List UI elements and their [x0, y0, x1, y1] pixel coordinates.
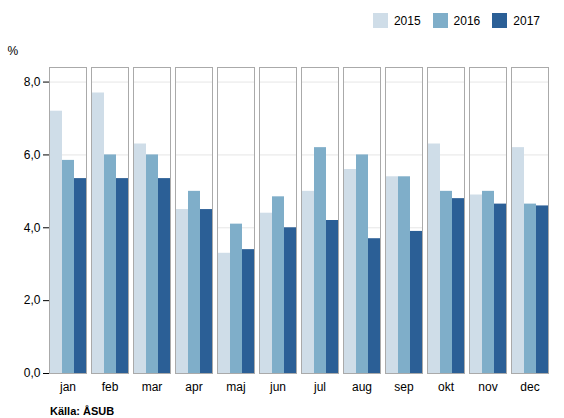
svg-text:0,0: 0,0 — [24, 366, 41, 380]
svg-text:mar: mar — [142, 380, 163, 394]
svg-text:jul: jul — [313, 380, 326, 394]
svg-text:%: % — [8, 44, 19, 58]
svg-text:feb: feb — [102, 380, 119, 394]
html-text:2015: 2015 — [393, 13, 421, 28]
svg-text:6,0: 6,0 — [24, 148, 41, 162]
svg-text:aug: aug — [352, 380, 372, 394]
svg-text:maj: maj — [226, 380, 245, 394]
svg-text:apr: apr — [185, 380, 202, 394]
svg-text:dec: dec — [520, 380, 539, 394]
html-text:2017: 2017 — [513, 13, 540, 28]
svg-text:4,0: 4,0 — [24, 221, 41, 235]
svg-text:jan: jan — [59, 380, 76, 394]
html-text:2016: 2016 — [453, 13, 481, 28]
svg-text:sep: sep — [394, 380, 414, 394]
svg-text:8,0: 8,0 — [24, 75, 41, 89]
svg-text:2,0: 2,0 — [24, 293, 41, 307]
html-text:Källa: ÅSUB: Källa: ÅSUB — [50, 405, 115, 417]
svg-text:okt: okt — [438, 380, 455, 394]
svg-text:nov: nov — [478, 380, 497, 394]
svg-text:jun: jun — [269, 380, 286, 394]
